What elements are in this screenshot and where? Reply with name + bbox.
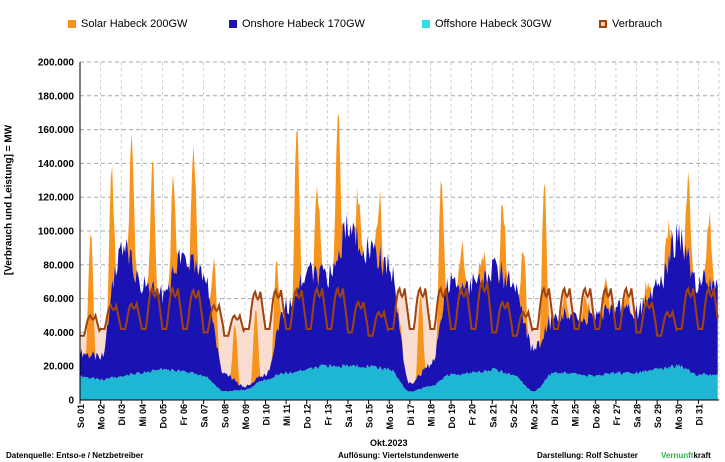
x-tick-label: Mi 25	[571, 404, 581, 427]
y-tick-label: 80.000	[43, 260, 74, 271]
y-tick-label: 0	[68, 396, 74, 407]
y-tick-label: 140.000	[38, 159, 75, 170]
y-tick-label: 60.000	[43, 294, 74, 305]
area-layer	[80, 113, 719, 400]
x-tick-label: So 08	[220, 404, 230, 428]
grid-layer	[79, 61, 720, 401]
legend-swatch-solar	[68, 20, 76, 28]
footer-resolution: Auflösung: Viertelstundenwerte	[338, 451, 459, 460]
x-tick-label: Di 31	[694, 404, 704, 426]
y-tick-label: 100.000	[38, 227, 75, 238]
legend-swatch-onshore	[229, 20, 237, 28]
x-tick-label: Di 17	[406, 404, 416, 426]
legend: Solar Habeck 200GW Onshore Habeck 170GW …	[0, 18, 725, 34]
x-tick-label: Fr 27	[612, 404, 622, 426]
legend-swatch-offshore	[422, 20, 430, 28]
footer-source: Datenquelle: Entso-e / Netzbetreiber	[6, 451, 144, 460]
x-tick-label: Sa 28	[633, 404, 643, 428]
y-tick-label: 200.000	[38, 58, 75, 69]
y-tick-label: 40.000	[43, 328, 74, 339]
footer-brand: Vernunftkraft	[661, 451, 711, 460]
legend-label-onshore: Onshore Habeck 170GW	[242, 18, 365, 30]
onshore-area	[80, 214, 718, 392]
x-axis-title: Okt.2023	[370, 438, 408, 448]
x-tick-label: Do 26	[591, 404, 601, 429]
y-tick-label: 160.000	[38, 125, 75, 136]
legend-item-solar: Solar Habeck 200GW	[68, 18, 187, 30]
legend-label-offshore: Offshore Habeck 30GW	[435, 18, 552, 30]
legend-item-verbrauch: Verbrauch	[599, 18, 662, 30]
x-tick-label: So 29	[653, 404, 663, 428]
x-tick-label: So 01	[76, 404, 86, 428]
x-tick-label: Di 10	[262, 404, 272, 426]
x-tick-label: Di 03	[117, 404, 127, 426]
x-tick-label: Mo 02	[97, 404, 107, 430]
brand-part-a: Vernunft	[661, 451, 694, 460]
x-tick-label: Sa 21	[488, 404, 498, 428]
x-tick-label: Do 12	[303, 404, 313, 429]
legend-swatch-verbrauch	[599, 20, 607, 28]
x-tick-label: Mo 09	[241, 404, 251, 430]
x-tick-label: Fr 20	[468, 404, 478, 426]
x-tick-label: Mo 16	[385, 404, 395, 430]
x-tick-label: Mo 30	[674, 404, 684, 430]
x-tick-label: So 22	[509, 404, 519, 428]
offshore-area	[80, 364, 718, 400]
x-tick-label: Sa 07	[200, 404, 210, 428]
x-tick-label: Mo 23	[529, 404, 539, 430]
footer-author: Darstellung: Rolf Schuster	[537, 451, 638, 460]
x-tick-label: Mi 11	[282, 404, 292, 426]
axis-layer: 0 20.000 40.000 60.000 80.000 100.000 120.000 1…	[38, 58, 719, 430]
x-tick-label: Do 05	[158, 404, 168, 429]
x-tick-label: So 15	[365, 404, 375, 428]
y-axis-title: [Verbrauch und Leistung] = MW	[3, 124, 15, 276]
verbrauch-line	[80, 278, 719, 337]
legend-item-offshore: Offshore Habeck 30GW	[422, 18, 552, 30]
legend-label-solar: Solar Habeck 200GW	[81, 18, 188, 30]
y-axis-title-box: [Verbrauch und Leistung] = MW	[2, 100, 16, 300]
legend-label-verbrauch: Verbrauch	[612, 18, 663, 30]
legend-item-onshore: Onshore Habeck 170GW	[229, 18, 365, 30]
brand-part-b: kraft	[693, 451, 711, 460]
x-tick-label: Di 24	[550, 404, 560, 426]
x-tick-label: Mi 04	[138, 404, 148, 427]
y-tick-label: 180.000	[38, 91, 75, 102]
x-tick-label: Sa 14	[344, 404, 354, 428]
x-tick-label: Mi 18	[426, 404, 436, 427]
x-tick-label: Fr 06	[179, 404, 189, 426]
y-tick-label: 20.000	[43, 362, 74, 373]
x-tick-label: Fr 13	[323, 404, 333, 426]
y-tick-label: 120.000	[38, 193, 75, 204]
x-tick-label: Do 19	[447, 404, 457, 429]
